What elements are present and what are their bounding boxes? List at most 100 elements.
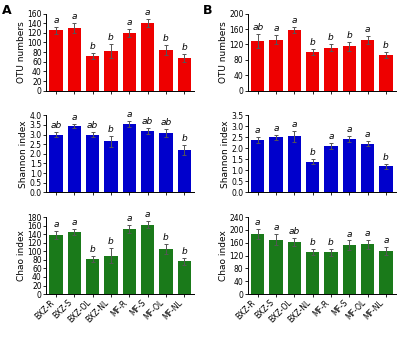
Text: a: a: [145, 210, 150, 219]
Bar: [361, 244, 374, 294]
Bar: [159, 249, 172, 294]
Y-axis label: OTU numbers: OTU numbers: [17, 21, 26, 83]
Text: b: b: [383, 41, 389, 50]
Bar: [178, 261, 191, 294]
Text: a: a: [126, 18, 132, 27]
Bar: [324, 146, 338, 192]
Text: a: a: [273, 223, 279, 232]
Text: ab: ab: [160, 118, 172, 127]
Text: A: A: [2, 4, 11, 17]
Text: a: a: [53, 16, 59, 25]
Text: b: b: [181, 247, 187, 256]
Bar: [379, 166, 392, 192]
Text: b: b: [310, 38, 316, 47]
Text: a: a: [365, 25, 370, 34]
Bar: [379, 251, 392, 294]
Text: ab: ab: [252, 23, 263, 33]
Text: a: a: [72, 12, 77, 21]
Text: a: a: [346, 230, 352, 239]
Bar: [178, 58, 191, 91]
Text: a: a: [126, 110, 132, 119]
Bar: [270, 137, 283, 192]
Bar: [343, 139, 356, 192]
Bar: [50, 135, 63, 192]
Bar: [306, 162, 319, 192]
Y-axis label: Shannon index: Shannon index: [19, 120, 28, 188]
Bar: [251, 140, 264, 192]
Text: b: b: [90, 42, 96, 51]
Text: b: b: [328, 34, 334, 42]
Text: a: a: [328, 132, 334, 141]
Text: b: b: [181, 134, 187, 143]
Text: b: b: [108, 33, 114, 42]
Text: ab: ab: [87, 121, 98, 130]
Bar: [159, 50, 172, 91]
Bar: [306, 252, 319, 294]
Bar: [141, 225, 154, 294]
Bar: [68, 232, 81, 294]
Bar: [104, 256, 118, 294]
Text: a: a: [365, 228, 370, 238]
Bar: [361, 143, 374, 192]
Bar: [104, 141, 118, 192]
Bar: [324, 48, 338, 91]
Text: B: B: [203, 4, 213, 17]
Text: a: a: [145, 8, 150, 17]
Bar: [178, 150, 191, 192]
Text: a: a: [255, 126, 260, 135]
Bar: [270, 40, 283, 91]
Bar: [270, 239, 283, 294]
Text: b: b: [163, 34, 169, 43]
Bar: [68, 28, 81, 91]
Text: b: b: [108, 125, 114, 134]
Text: a: a: [72, 218, 77, 227]
Bar: [123, 33, 136, 91]
Text: a: a: [273, 24, 279, 33]
Text: a: a: [292, 120, 297, 129]
Bar: [288, 136, 301, 192]
Text: b: b: [310, 238, 316, 246]
Bar: [306, 52, 319, 91]
Bar: [86, 135, 99, 192]
Bar: [68, 126, 81, 192]
Bar: [123, 229, 136, 294]
Bar: [251, 41, 264, 91]
Bar: [288, 242, 301, 294]
Bar: [343, 245, 356, 294]
Bar: [324, 252, 338, 294]
Text: a: a: [72, 113, 77, 122]
Bar: [141, 131, 154, 192]
Bar: [86, 56, 99, 91]
Bar: [251, 234, 264, 294]
Text: a: a: [292, 16, 297, 25]
Text: a: a: [126, 214, 132, 223]
Text: ab: ab: [142, 117, 153, 126]
Text: b: b: [108, 237, 114, 246]
Bar: [123, 124, 136, 192]
Text: b: b: [383, 153, 389, 162]
Y-axis label: Chao index: Chao index: [17, 230, 26, 281]
Y-axis label: OTU numbers: OTU numbers: [219, 21, 228, 83]
Bar: [141, 23, 154, 91]
Y-axis label: Chao index: Chao index: [219, 230, 228, 281]
Text: ab: ab: [50, 121, 62, 130]
Text: a: a: [255, 218, 260, 227]
Text: a: a: [53, 220, 59, 229]
Text: b: b: [310, 149, 316, 157]
Bar: [159, 133, 172, 192]
Bar: [343, 46, 356, 91]
Text: a: a: [346, 125, 352, 134]
Text: a: a: [365, 130, 370, 139]
Text: b: b: [90, 245, 96, 254]
Bar: [86, 259, 99, 294]
Y-axis label: Shannon index: Shannon index: [221, 120, 230, 188]
Bar: [361, 40, 374, 91]
Text: b: b: [328, 238, 334, 246]
Bar: [288, 30, 301, 91]
Bar: [379, 55, 392, 91]
Text: a: a: [273, 124, 279, 133]
Text: b: b: [181, 43, 187, 52]
Text: ab: ab: [289, 227, 300, 236]
Bar: [50, 31, 63, 91]
Text: a: a: [383, 236, 389, 245]
